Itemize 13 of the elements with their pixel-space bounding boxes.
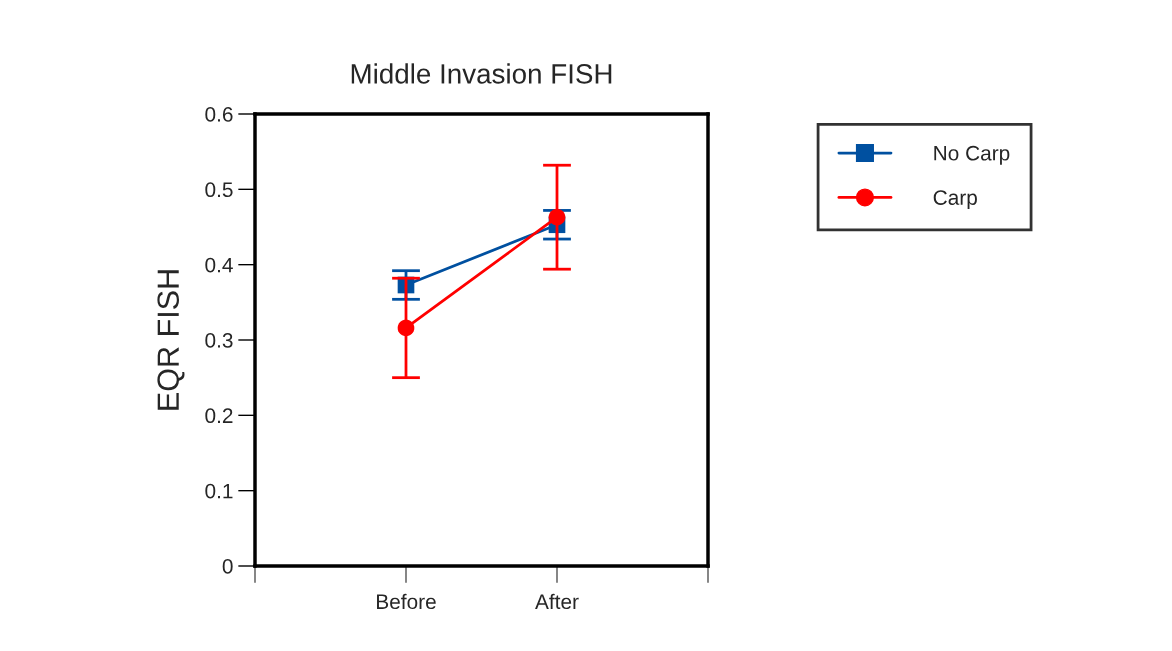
legend-label: No Carp — [934, 145, 1010, 165]
x-tick-label: Before — [377, 593, 436, 610]
y-tick-label: 0 — [222, 559, 233, 574]
legend-label: Carp — [933, 190, 977, 210]
y-axis-title: EQR FISH — [157, 270, 185, 410]
y-tick-label: 0.5 — [205, 182, 233, 198]
y-tick-label: 0.4 — [205, 257, 233, 273]
y-tick-label: 0.6 — [205, 107, 233, 122]
chart-title: Middle Invasion FISH — [351, 63, 612, 84]
y-tick-label: 0.1 — [205, 483, 233, 499]
x-tick-label: After — [535, 593, 579, 610]
y-tick-label: 0.2 — [205, 408, 233, 424]
y-tick-label: 0.3 — [205, 333, 233, 348]
